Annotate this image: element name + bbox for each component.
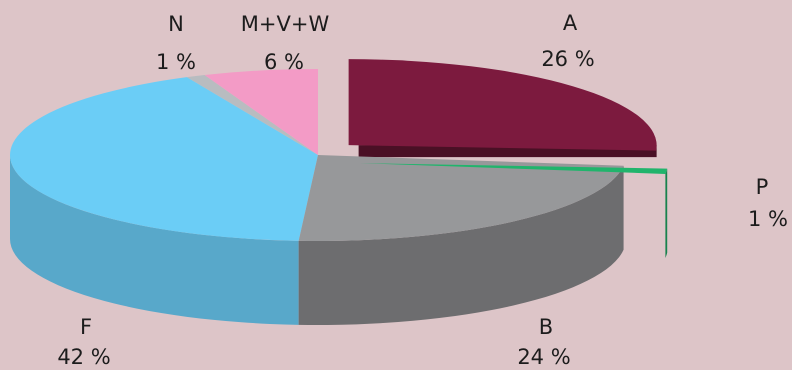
slice-b-side	[298, 165, 624, 325]
label-b-value: 24 %	[517, 345, 570, 369]
slice-p-side	[665, 168, 668, 258]
slice-a	[348, 59, 657, 151]
label-a-value: 26 %	[541, 47, 594, 71]
label-p-value: 1 %	[748, 207, 788, 231]
label-b-name: B	[539, 315, 553, 339]
slice-f	[10, 77, 319, 241]
label-n-value: 1 %	[156, 50, 196, 74]
label-f-name: F	[80, 315, 92, 339]
slice-b	[298, 155, 624, 241]
label-p-name: P	[756, 175, 769, 199]
label-n-name: N	[168, 12, 184, 36]
slice-m-v-w	[204, 69, 318, 155]
slice-p	[359, 163, 668, 174]
label-f-value: 42 %	[57, 345, 110, 369]
label-m-v-w-value: 6 %	[264, 50, 304, 74]
label-a-name: A	[563, 11, 578, 35]
slice-n	[186, 75, 318, 155]
label-m-v-w-name: M+V+W	[241, 12, 330, 36]
slice-f-side	[10, 155, 299, 325]
